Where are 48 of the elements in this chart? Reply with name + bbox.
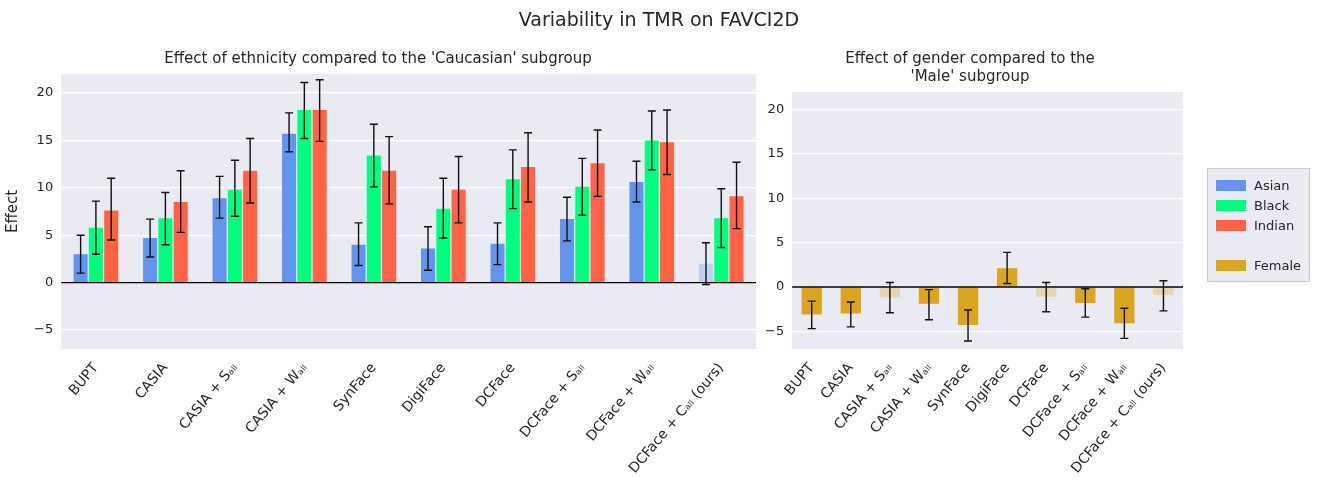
y-axis-title: Effect (2, 189, 21, 234)
bar (451, 189, 466, 283)
y-tick-label: 20 (767, 101, 785, 117)
bar (729, 196, 744, 283)
legend-label: Black (1254, 197, 1290, 213)
bar (559, 219, 575, 283)
bar (173, 202, 188, 283)
bar (575, 186, 590, 283)
bar (505, 179, 520, 283)
chart-subtitle: Effect of ethnicity compared to the 'Caucasian' subgroup (164, 48, 592, 67)
bar (104, 210, 119, 283)
bar (243, 170, 258, 283)
chart-title: Effect of gender compared to the 'Male' subgroup (845, 48, 1095, 85)
y-tick-label: −5 (33, 321, 54, 337)
chart-title: Variability in TMR on FAVCI2D (517, 8, 801, 30)
y-tick-label: 10 (36, 179, 54, 195)
bar (351, 244, 366, 283)
bar (227, 189, 242, 283)
y-tick-label: 0 (775, 278, 785, 294)
bar (297, 110, 312, 283)
y-tick-label: 0 (44, 274, 54, 290)
legend-label: Indian (1254, 217, 1295, 233)
bar (73, 254, 88, 283)
bar (282, 133, 297, 283)
bar (436, 208, 451, 283)
bar (158, 218, 173, 283)
bar (644, 140, 659, 283)
y-tick-label: 5 (775, 234, 785, 250)
bar (88, 227, 103, 283)
bar (366, 155, 381, 283)
y-tick-label: 10 (767, 189, 785, 205)
legend-label: Asian (1254, 177, 1290, 193)
bar (521, 166, 536, 283)
bar (590, 163, 605, 283)
bar (490, 243, 505, 283)
bar (212, 198, 227, 283)
y-tick-label: 5 (44, 226, 54, 242)
y-tick-label: −5 (764, 322, 785, 338)
bar (382, 170, 397, 283)
bar (660, 142, 675, 283)
bar (714, 218, 729, 283)
y-tick-label: 15 (36, 131, 54, 147)
bar (312, 110, 327, 283)
bar (143, 238, 158, 283)
y-tick-label: 15 (767, 145, 785, 161)
y-tick-label: 20 (36, 84, 54, 100)
legend-label: Female (1254, 257, 1302, 273)
bar (629, 182, 644, 283)
